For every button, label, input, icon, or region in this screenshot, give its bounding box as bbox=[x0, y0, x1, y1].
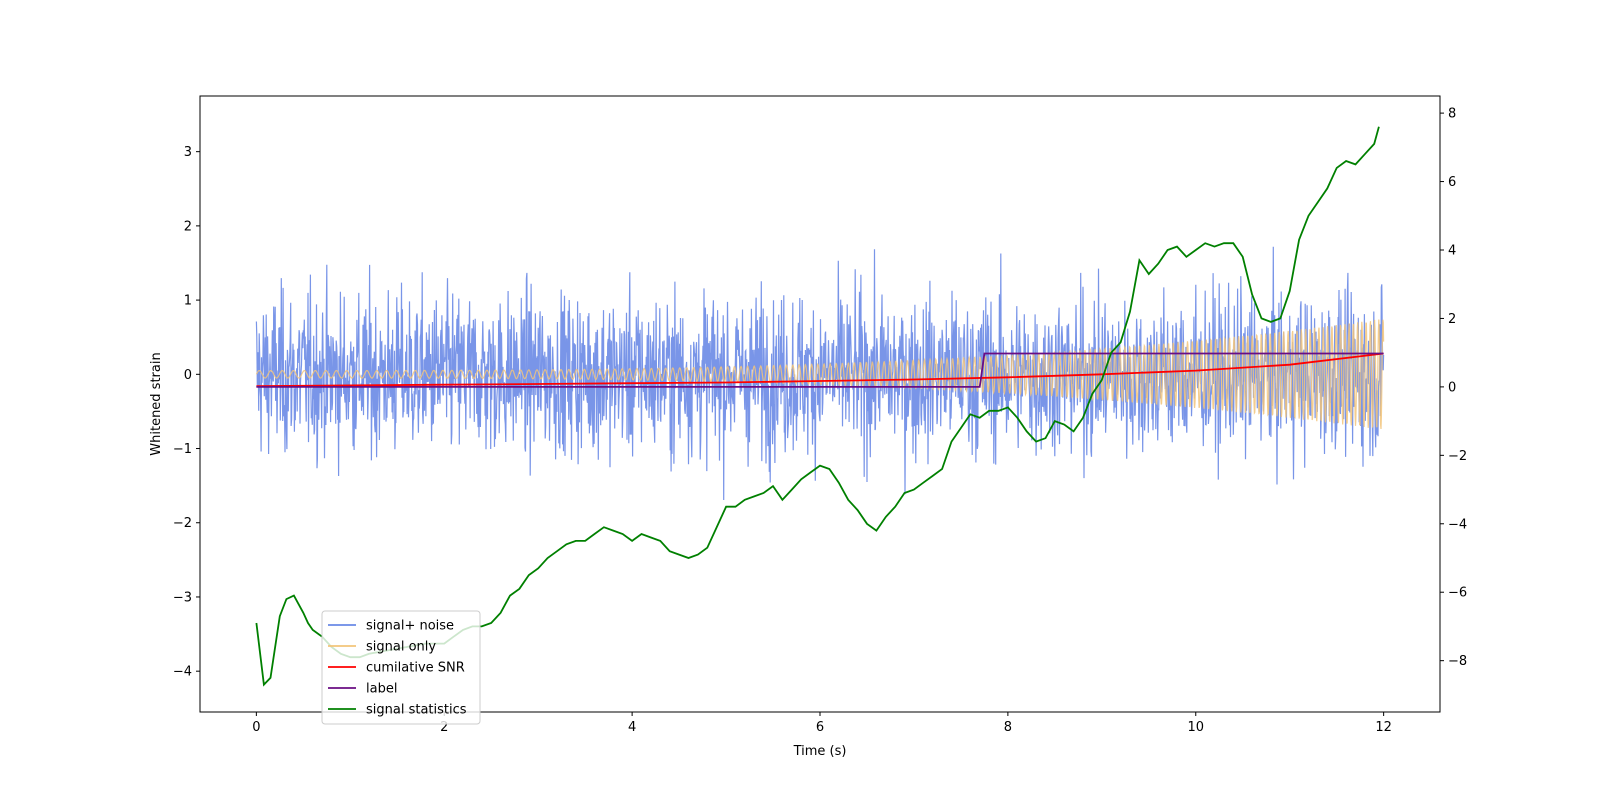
y-tick-label: 0 bbox=[184, 368, 192, 383]
legend-entry: signal statistics bbox=[366, 703, 467, 718]
legend-entry: signal+ noise bbox=[366, 619, 454, 634]
x-tick-label: 6 bbox=[816, 720, 824, 735]
y2-tick-label: 6 bbox=[1448, 175, 1456, 190]
y2-tick-label: 8 bbox=[1448, 107, 1456, 122]
y2-tick-label: −4 bbox=[1448, 517, 1467, 532]
y2-tick-label: 0 bbox=[1448, 380, 1456, 395]
x-tick-label: 2 bbox=[440, 720, 448, 735]
legend: signal+ noise signal only cumilative SNR la… bbox=[321, 610, 481, 725]
x-axis-label: Time (s) bbox=[793, 744, 847, 759]
y2-tick-label: −8 bbox=[1448, 654, 1467, 669]
y-tick-label: −2 bbox=[173, 516, 192, 531]
y-tick-label: 3 bbox=[184, 145, 192, 160]
y2-tick-label: −6 bbox=[1448, 586, 1467, 601]
x-tick-label: 8 bbox=[1004, 720, 1012, 735]
series-label bbox=[256, 352, 1384, 388]
y2-tick-label: −2 bbox=[1448, 449, 1467, 464]
x-tick-label: 10 bbox=[1187, 720, 1204, 735]
x-tick-label: 12 bbox=[1375, 720, 1392, 735]
series-cumulative-snr bbox=[256, 352, 1384, 388]
legend-entry: signal only bbox=[366, 640, 436, 655]
series-signal-noise bbox=[255, 246, 1385, 501]
y2-tick-label: 4 bbox=[1448, 244, 1456, 259]
plot-area bbox=[255, 126, 1385, 687]
y-tick-label: 1 bbox=[184, 294, 192, 309]
y2-tick-label: 2 bbox=[1448, 312, 1456, 327]
y-tick-label: −1 bbox=[173, 442, 192, 457]
legend-entry: label bbox=[366, 682, 397, 697]
y-axis-label: Whitened strain bbox=[149, 352, 164, 455]
y-tick-label: −3 bbox=[173, 590, 192, 605]
x-tick-label: 4 bbox=[628, 720, 636, 735]
legend-box bbox=[321, 610, 481, 725]
y-tick-label: −4 bbox=[173, 665, 192, 680]
legend-entry: cumilative SNR bbox=[366, 661, 465, 676]
x-tick-label: 0 bbox=[252, 720, 260, 735]
y-tick-label: 2 bbox=[184, 219, 192, 234]
